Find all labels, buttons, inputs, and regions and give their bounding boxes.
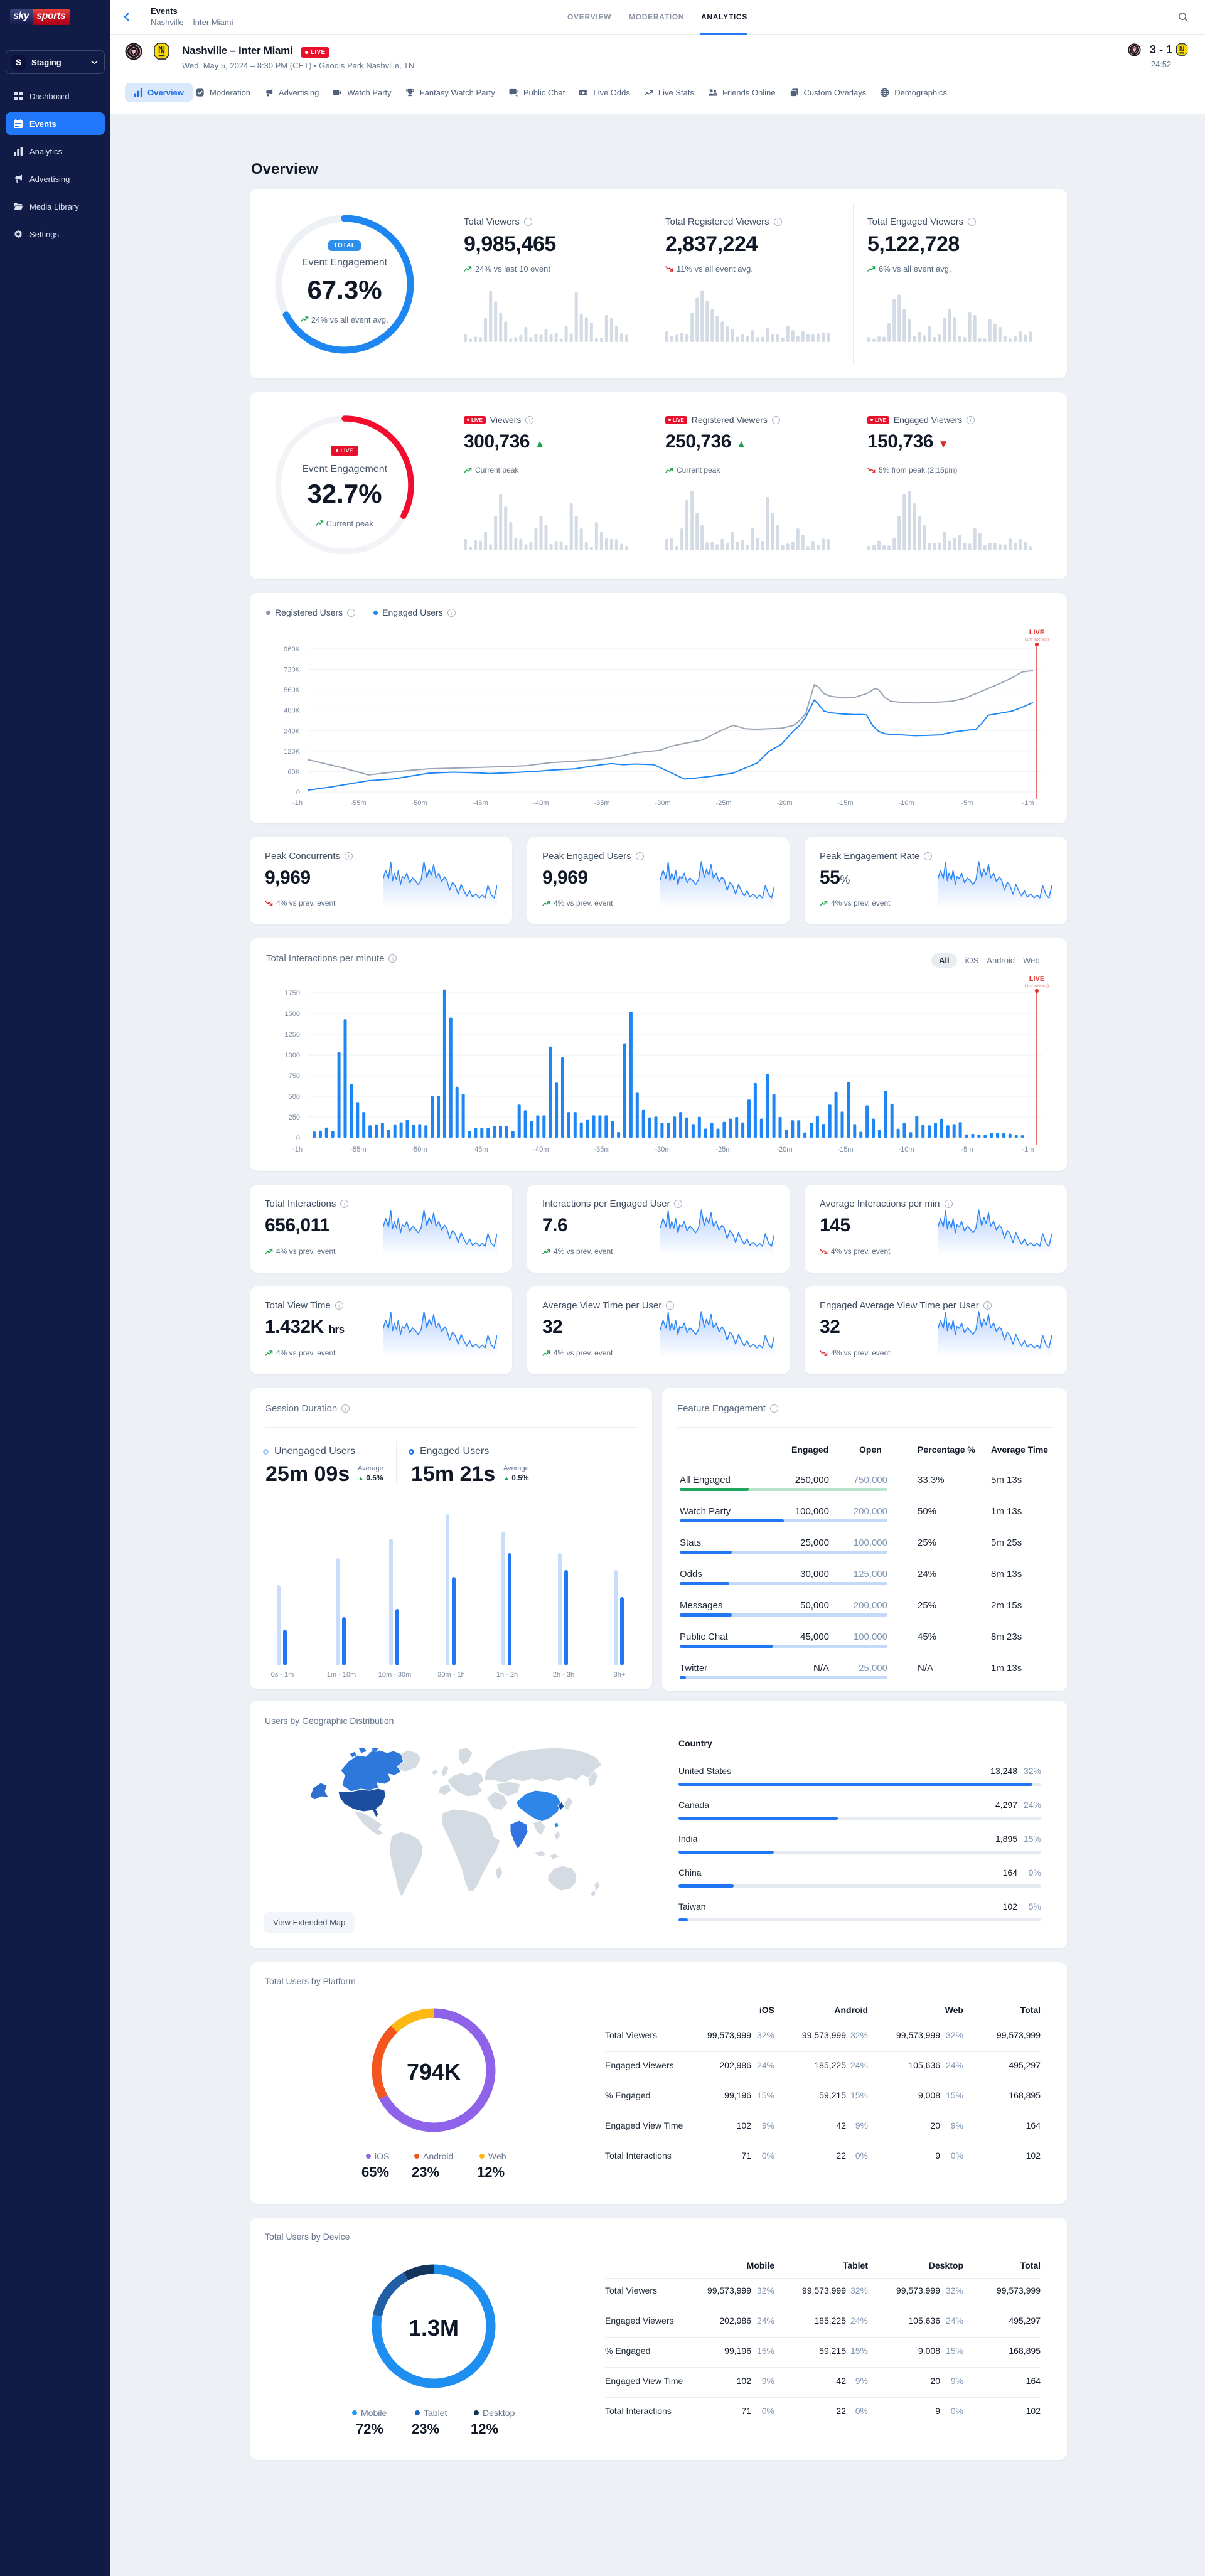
svg-text:-45m: -45m [472,799,488,807]
svg-text:2h - 3h: 2h - 3h [553,1671,574,1679]
svg-text:750: 750 [289,1072,300,1080]
svg-text:-1h: -1h [292,1146,303,1153]
svg-text:500: 500 [289,1093,300,1101]
svg-text:(1m latency): (1m latency) [1025,638,1049,642]
svg-text:-25m: -25m [715,1146,731,1153]
svg-text:-1h: -1h [292,799,303,807]
svg-text:-55m: -55m [350,799,366,807]
svg-text:560K: 560K [284,687,300,694]
svg-text:480K: 480K [284,707,300,715]
svg-text:1500: 1500 [285,1010,300,1018]
svg-text:10m - 30m: 10m - 30m [378,1671,412,1679]
svg-text:1750: 1750 [285,990,300,997]
svg-text:240K: 240K [284,727,300,735]
svg-text:-50m: -50m [411,799,427,807]
svg-text:60K: 60K [287,768,300,776]
svg-text:30m - 1h: 30m - 1h [437,1671,464,1679]
svg-text:-1m: -1m [1022,1146,1034,1153]
svg-text:960K: 960K [284,646,300,653]
svg-text:-20m: -20m [776,1146,792,1153]
svg-text:250: 250 [289,1114,300,1121]
svg-text:-15m: -15m [837,799,853,807]
svg-text:0s - 1m: 0s - 1m [271,1671,294,1679]
svg-text:-10m: -10m [898,799,914,807]
svg-text:1250: 1250 [285,1031,300,1039]
svg-text:(1m latency): (1m latency) [1025,984,1049,988]
svg-text:-35m: -35m [594,799,609,807]
svg-text:0: 0 [296,1135,300,1142]
svg-text:-30m: -30m [655,1146,670,1153]
svg-text:-20m: -20m [776,799,792,807]
svg-text:-25m: -25m [715,799,731,807]
svg-text:-1m: -1m [1022,799,1034,807]
svg-text:LIVE: LIVE [1029,975,1044,983]
svg-text:0: 0 [296,789,300,796]
svg-text:-45m: -45m [472,1146,488,1153]
svg-text:LIVE: LIVE [1029,629,1044,636]
svg-text:-30m: -30m [655,799,670,807]
svg-text:-5m: -5m [961,1146,973,1153]
svg-text:-50m: -50m [411,1146,427,1153]
svg-text:-10m: -10m [898,1146,914,1153]
svg-text:-5m: -5m [961,799,973,807]
svg-text:1m - 10m: 1m - 10m [327,1671,356,1679]
svg-text:-55m: -55m [350,1146,366,1153]
svg-text:-40m: -40m [533,799,549,807]
svg-text:-40m: -40m [533,1146,549,1153]
svg-text:120K: 120K [284,748,300,756]
svg-text:-15m: -15m [837,1146,853,1153]
svg-text:-35m: -35m [594,1146,609,1153]
svg-text:3h+: 3h+ [614,1671,626,1679]
svg-text:1h - 2h: 1h - 2h [496,1671,518,1679]
svg-text:720K: 720K [284,666,300,674]
svg-text:1000: 1000 [285,1052,300,1059]
